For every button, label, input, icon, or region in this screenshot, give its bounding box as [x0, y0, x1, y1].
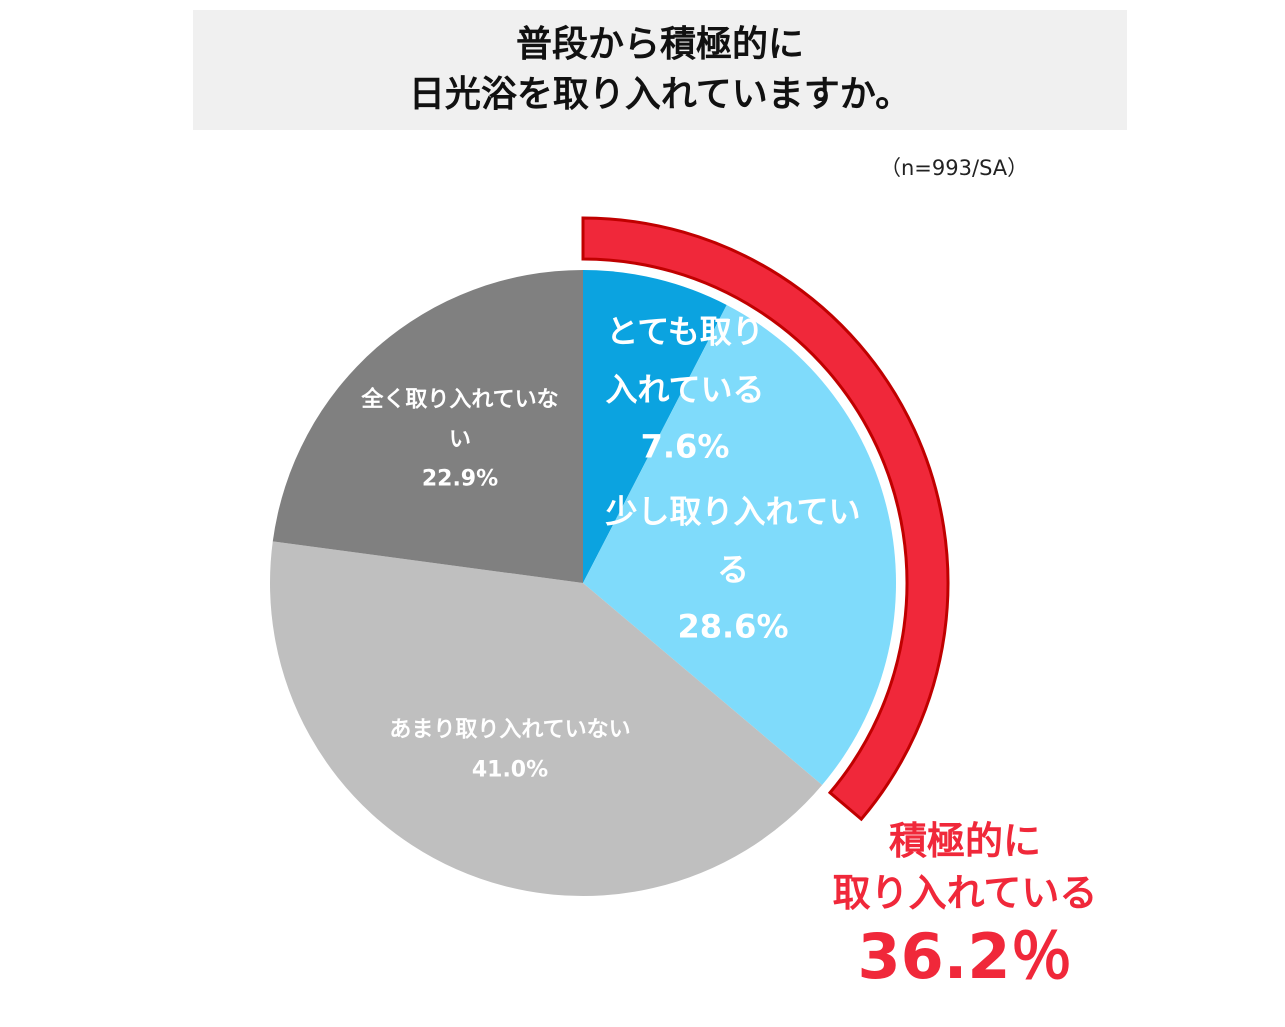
highlight-arc [581, 216, 950, 822]
pie-slice [272, 270, 583, 583]
slice-label: とても取り入れている 7.6% [600, 304, 770, 477]
slice-label: あまり取り入れていない 41.0% [345, 710, 675, 789]
value-label: 28.6% [677, 607, 789, 646]
category-label: 全く取り入れていない [361, 387, 559, 453]
chart-title: 普段から積極的に 日光浴を取り入れていますか。 [193, 10, 1127, 130]
annotation: 積極的に 取り入れている 36.2％ [833, 815, 1098, 995]
pie-slice [270, 541, 823, 896]
category-label: とても取り入れている [605, 312, 765, 409]
category-label: あまり取り入れていない [389, 717, 631, 743]
pie-slice [583, 270, 727, 583]
slice-label: 少し取り入れている 28.6% [603, 484, 863, 657]
value-label: 22.9% [421, 466, 499, 492]
chart-subtitle: （n=993/SA） [880, 156, 1029, 180]
value-label: 41.0% [471, 757, 549, 782]
annotation-value: 36.2％ [857, 920, 1073, 993]
slice-label: 全く取り入れていない 22.9% [360, 381, 560, 500]
category-label: 少し取り入れている [605, 492, 861, 589]
pie-slice [583, 304, 896, 785]
value-label: 7.6% [640, 427, 730, 466]
annotation-label: 積極的に 取り入れている [832, 819, 1098, 915]
